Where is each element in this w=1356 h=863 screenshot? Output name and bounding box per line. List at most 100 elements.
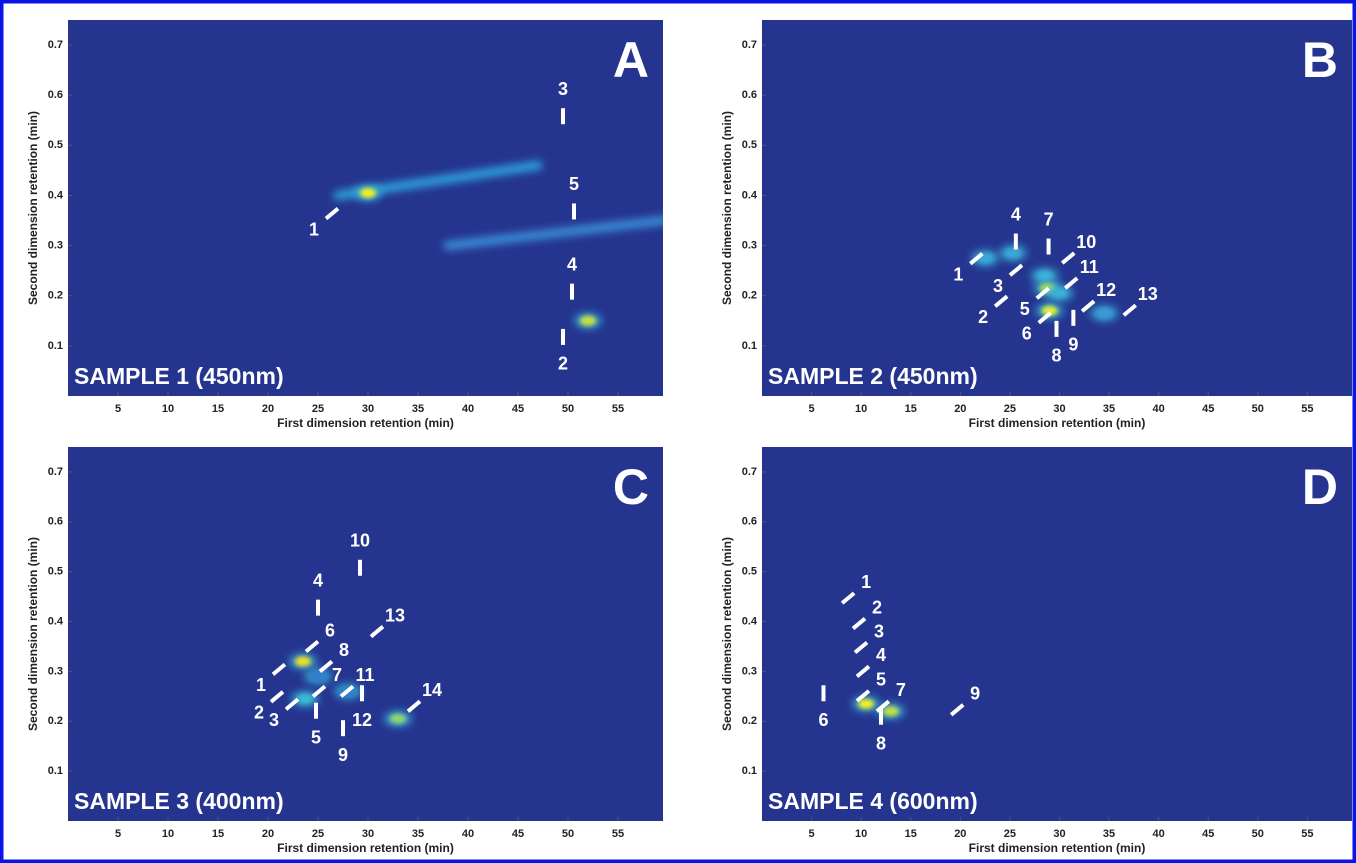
plot-content: 12 3 4 57 9 6 8 — [762, 467, 1352, 759]
annotation-dash — [1122, 303, 1138, 317]
panel-letter: D — [1302, 459, 1338, 515]
annotation-label: 12 — [352, 710, 372, 730]
annotation-dash — [284, 697, 300, 711]
y-tick-label: 0.2 — [48, 715, 63, 727]
x-tick-label: 55 — [1301, 403, 1313, 415]
spot — [882, 706, 899, 717]
annotation-dash — [875, 699, 891, 713]
annotation-label: 3 — [993, 276, 1003, 296]
spot — [390, 713, 406, 724]
y-tick-label: 0.4 — [742, 615, 758, 627]
x-tick-label: 40 — [462, 403, 474, 415]
x-tick-label: 10 — [162, 403, 174, 415]
x-tick-label: 45 — [1202, 828, 1214, 840]
sample-label: SAMPLE 3 (400nm) — [74, 788, 284, 814]
x-tick-label: 15 — [212, 403, 224, 415]
sample-label: SAMPLE 1 (450nm) — [74, 363, 284, 389]
x-axis-label: First dimension retention (min) — [277, 841, 454, 855]
y-tick-label: 0.2 — [48, 290, 63, 302]
annotation-label: 1 — [256, 675, 266, 695]
y-tick-label: 0.5 — [742, 139, 757, 151]
annotation-label: 8 — [876, 733, 886, 753]
annotation-dash — [1080, 299, 1096, 313]
x-tick-label: 25 — [312, 403, 324, 415]
annotation-dash — [969, 252, 984, 266]
x-tick-label: 20 — [954, 828, 966, 840]
x-tick-label: 50 — [1252, 403, 1264, 415]
annotation-dash — [993, 294, 1009, 308]
annotation-label: 7 — [1044, 209, 1054, 229]
y-tick-label: 0.4 — [48, 189, 64, 201]
annotation-dash — [1035, 286, 1051, 300]
annotation-label: 2 — [872, 597, 882, 617]
x-tick-label: 20 — [262, 403, 274, 415]
annotation-label: 2 — [978, 307, 988, 327]
annotation-label: 11 — [1080, 257, 1099, 277]
annotation-label: 2 — [254, 703, 264, 723]
x-axis-label: First dimension retention (min) — [969, 841, 1146, 855]
x-axis-label: First dimension retention (min) — [969, 416, 1146, 430]
x-tick-label: 40 — [1153, 828, 1165, 840]
x-tick-label: 55 — [612, 828, 624, 840]
annotation-label: 7 — [332, 665, 342, 685]
annotation-label: 5 — [1020, 299, 1030, 319]
annotation-dash — [1063, 276, 1079, 290]
x-tick-label: 10 — [855, 403, 867, 415]
annotation-label: 9 — [1068, 335, 1078, 355]
y-tick-label: 0.6 — [48, 89, 63, 101]
annotation-label: 2 — [558, 354, 568, 374]
annotation-label: 4 — [313, 570, 323, 590]
annotation-label: 14 — [422, 680, 442, 700]
y-tick-label: 0.4 — [48, 615, 64, 627]
spot — [1004, 248, 1021, 259]
y-axis-label: Second dimension retention (min) — [720, 537, 734, 731]
y-tick-label: 0.7 — [48, 466, 63, 478]
y-tick-label: 0.1 — [48, 765, 63, 777]
y-tick-label: 0.3 — [742, 665, 757, 677]
annotation-dash — [318, 659, 334, 673]
x-tick-label: 15 — [905, 828, 917, 840]
annotation-dash — [853, 640, 869, 655]
y-tick-label: 0.2 — [742, 715, 757, 727]
y-tick-label: 0.6 — [48, 516, 63, 528]
plot-area — [68, 447, 663, 821]
y-tick-label: 0.1 — [742, 340, 757, 352]
annotation-dash — [949, 703, 965, 717]
y-tick-label: 0.3 — [48, 665, 63, 677]
annotation-dash — [840, 591, 856, 605]
streak — [443, 216, 663, 251]
annotation-label: 10 — [1076, 232, 1096, 252]
y-axis-label: Second dimension retention (min) — [26, 111, 40, 305]
spot — [295, 656, 311, 667]
annotation-dash — [339, 684, 355, 698]
x-tick-label: 5 — [809, 403, 815, 415]
annotation-label: 3 — [558, 79, 568, 99]
annotation-dash — [406, 699, 422, 713]
x-tick-label: 50 — [562, 403, 574, 415]
spot — [580, 315, 596, 326]
y-axis-label: Second dimension retention (min) — [26, 537, 40, 731]
y-tick-label: 0.7 — [48, 39, 63, 51]
spot — [1051, 288, 1068, 299]
annotation-dash — [369, 625, 385, 639]
annotation-dash — [269, 690, 285, 704]
annotation-label: 10 — [350, 530, 370, 550]
annotation-label: 12 — [1096, 280, 1116, 300]
y-axis-label: Second dimension retention (min) — [720, 111, 734, 305]
annotation-label: 4 — [876, 645, 886, 665]
x-tick-label: 40 — [1153, 403, 1165, 415]
x-tick-label: 35 — [412, 403, 424, 415]
annotation-label: 5 — [876, 670, 886, 690]
annotation-label: 6 — [1022, 324, 1032, 344]
annotation-label: 9 — [338, 745, 348, 765]
y-tick-label: 0.2 — [742, 290, 757, 302]
x-tick-label: 30 — [362, 403, 374, 415]
annotation-label: 11 — [355, 665, 374, 685]
annotation-dash — [304, 639, 320, 654]
annotation-label: 13 — [1138, 284, 1158, 304]
